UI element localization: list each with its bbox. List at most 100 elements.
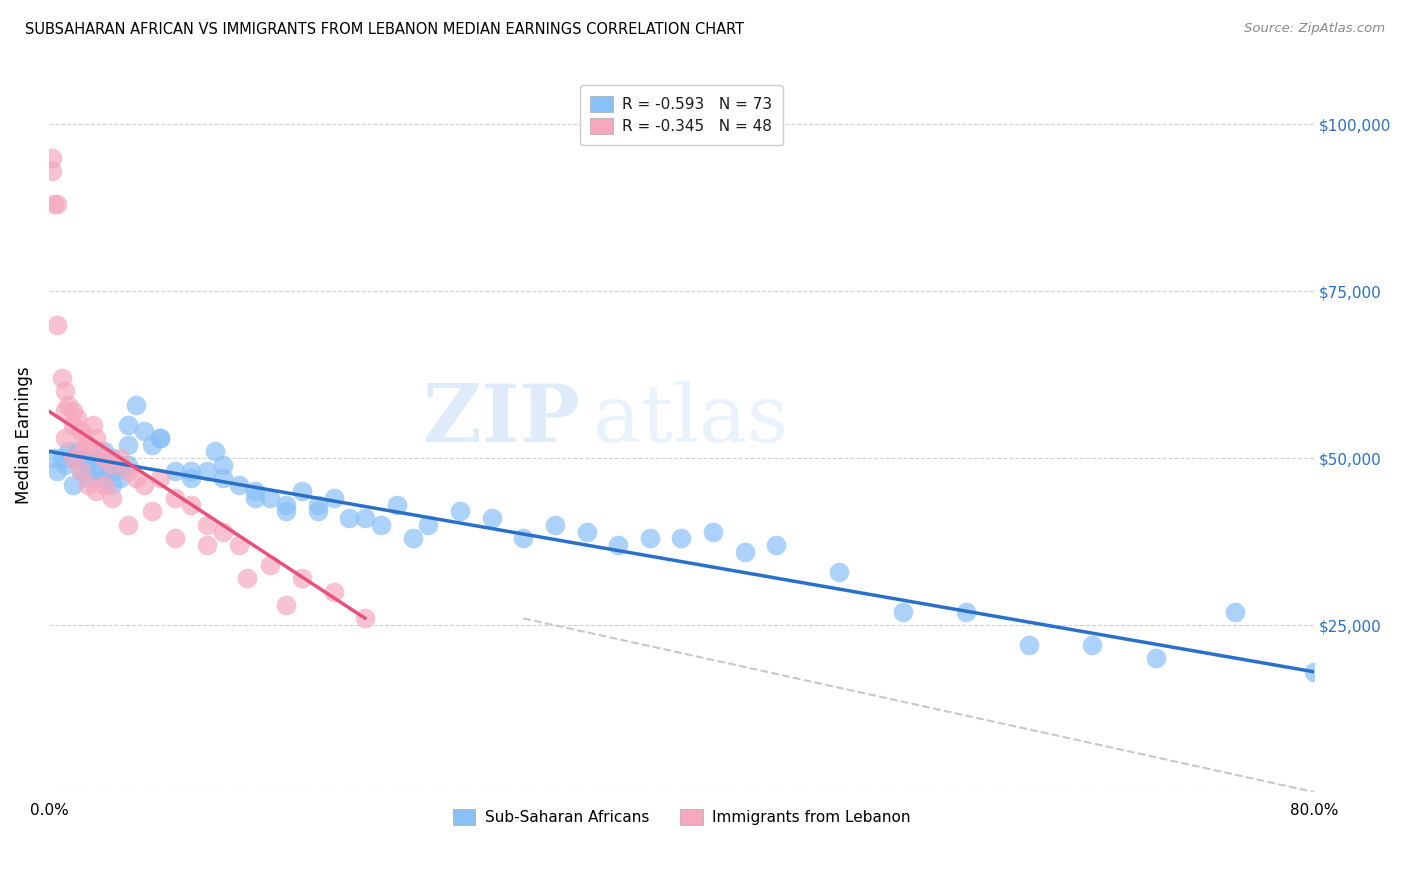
Point bbox=[51, 451, 73, 466]
Point bbox=[671, 531, 693, 545]
Point bbox=[45, 318, 67, 332]
Point bbox=[165, 491, 187, 505]
Point bbox=[98, 465, 121, 479]
Point bbox=[117, 417, 139, 432]
Point bbox=[53, 404, 76, 418]
Point bbox=[180, 471, 202, 485]
Legend: Sub-Saharan Africans, Immigrants from Lebanon: Sub-Saharan Africans, Immigrants from Le… bbox=[443, 799, 920, 834]
Point bbox=[101, 491, 124, 505]
Point bbox=[228, 477, 250, 491]
Point bbox=[195, 465, 218, 479]
Point bbox=[370, 517, 392, 532]
Text: ZIP: ZIP bbox=[423, 382, 581, 459]
Point bbox=[274, 498, 297, 512]
Point bbox=[259, 558, 281, 572]
Point bbox=[734, 544, 756, 558]
Point bbox=[125, 398, 148, 412]
Point bbox=[180, 498, 202, 512]
Point bbox=[69, 425, 91, 439]
Point bbox=[765, 538, 787, 552]
Point bbox=[62, 417, 84, 432]
Point bbox=[243, 484, 266, 499]
Point bbox=[828, 565, 851, 579]
Point bbox=[93, 471, 115, 485]
Point bbox=[62, 451, 84, 466]
Point bbox=[955, 605, 977, 619]
Point bbox=[322, 584, 344, 599]
Point bbox=[41, 164, 63, 178]
Point bbox=[77, 458, 100, 472]
Point bbox=[93, 451, 115, 466]
Point bbox=[291, 484, 314, 499]
Point bbox=[117, 438, 139, 452]
Text: atlas: atlas bbox=[593, 382, 787, 459]
Point bbox=[86, 484, 108, 499]
Point bbox=[62, 477, 84, 491]
Point bbox=[891, 605, 914, 619]
Point bbox=[41, 151, 63, 165]
Point bbox=[544, 517, 567, 532]
Point bbox=[45, 465, 67, 479]
Point bbox=[1018, 638, 1040, 652]
Point bbox=[82, 417, 104, 432]
Point bbox=[56, 444, 79, 458]
Point bbox=[259, 491, 281, 505]
Point bbox=[132, 477, 155, 491]
Point bbox=[243, 491, 266, 505]
Point bbox=[86, 465, 108, 479]
Point bbox=[117, 458, 139, 472]
Point bbox=[101, 458, 124, 472]
Point bbox=[69, 465, 91, 479]
Point bbox=[66, 444, 89, 458]
Text: SUBSAHARAN AFRICAN VS IMMIGRANTS FROM LEBANON MEDIAN EARNINGS CORRELATION CHART: SUBSAHARAN AFRICAN VS IMMIGRANTS FROM LE… bbox=[25, 22, 744, 37]
Point bbox=[180, 465, 202, 479]
Point bbox=[337, 511, 360, 525]
Point bbox=[89, 444, 111, 458]
Point bbox=[149, 471, 172, 485]
Point bbox=[307, 504, 329, 518]
Point bbox=[165, 465, 187, 479]
Point bbox=[212, 471, 235, 485]
Point bbox=[401, 531, 423, 545]
Point bbox=[1081, 638, 1104, 652]
Point bbox=[108, 471, 131, 485]
Point bbox=[512, 531, 534, 545]
Point bbox=[108, 458, 131, 472]
Point bbox=[53, 431, 76, 445]
Point bbox=[195, 517, 218, 532]
Point bbox=[702, 524, 724, 539]
Point bbox=[575, 524, 598, 539]
Point bbox=[195, 538, 218, 552]
Point bbox=[42, 451, 65, 466]
Point bbox=[125, 471, 148, 485]
Point bbox=[212, 458, 235, 472]
Point bbox=[117, 517, 139, 532]
Point bbox=[212, 524, 235, 539]
Point bbox=[56, 398, 79, 412]
Y-axis label: Median Earnings: Median Earnings bbox=[15, 366, 32, 503]
Point bbox=[149, 431, 172, 445]
Point bbox=[73, 431, 96, 445]
Point bbox=[322, 491, 344, 505]
Point bbox=[82, 451, 104, 466]
Text: Source: ZipAtlas.com: Source: ZipAtlas.com bbox=[1244, 22, 1385, 36]
Point bbox=[235, 571, 257, 585]
Point bbox=[354, 511, 377, 525]
Point bbox=[274, 504, 297, 518]
Point bbox=[101, 451, 124, 466]
Point bbox=[418, 517, 440, 532]
Point bbox=[89, 458, 111, 472]
Point bbox=[93, 444, 115, 458]
Point bbox=[53, 384, 76, 399]
Point bbox=[53, 458, 76, 472]
Point bbox=[607, 538, 630, 552]
Point bbox=[42, 197, 65, 211]
Point bbox=[204, 444, 226, 458]
Point bbox=[449, 504, 471, 518]
Point bbox=[228, 538, 250, 552]
Point bbox=[77, 471, 100, 485]
Point bbox=[1302, 665, 1324, 679]
Point bbox=[1223, 605, 1246, 619]
Point bbox=[66, 411, 89, 425]
Point bbox=[45, 197, 67, 211]
